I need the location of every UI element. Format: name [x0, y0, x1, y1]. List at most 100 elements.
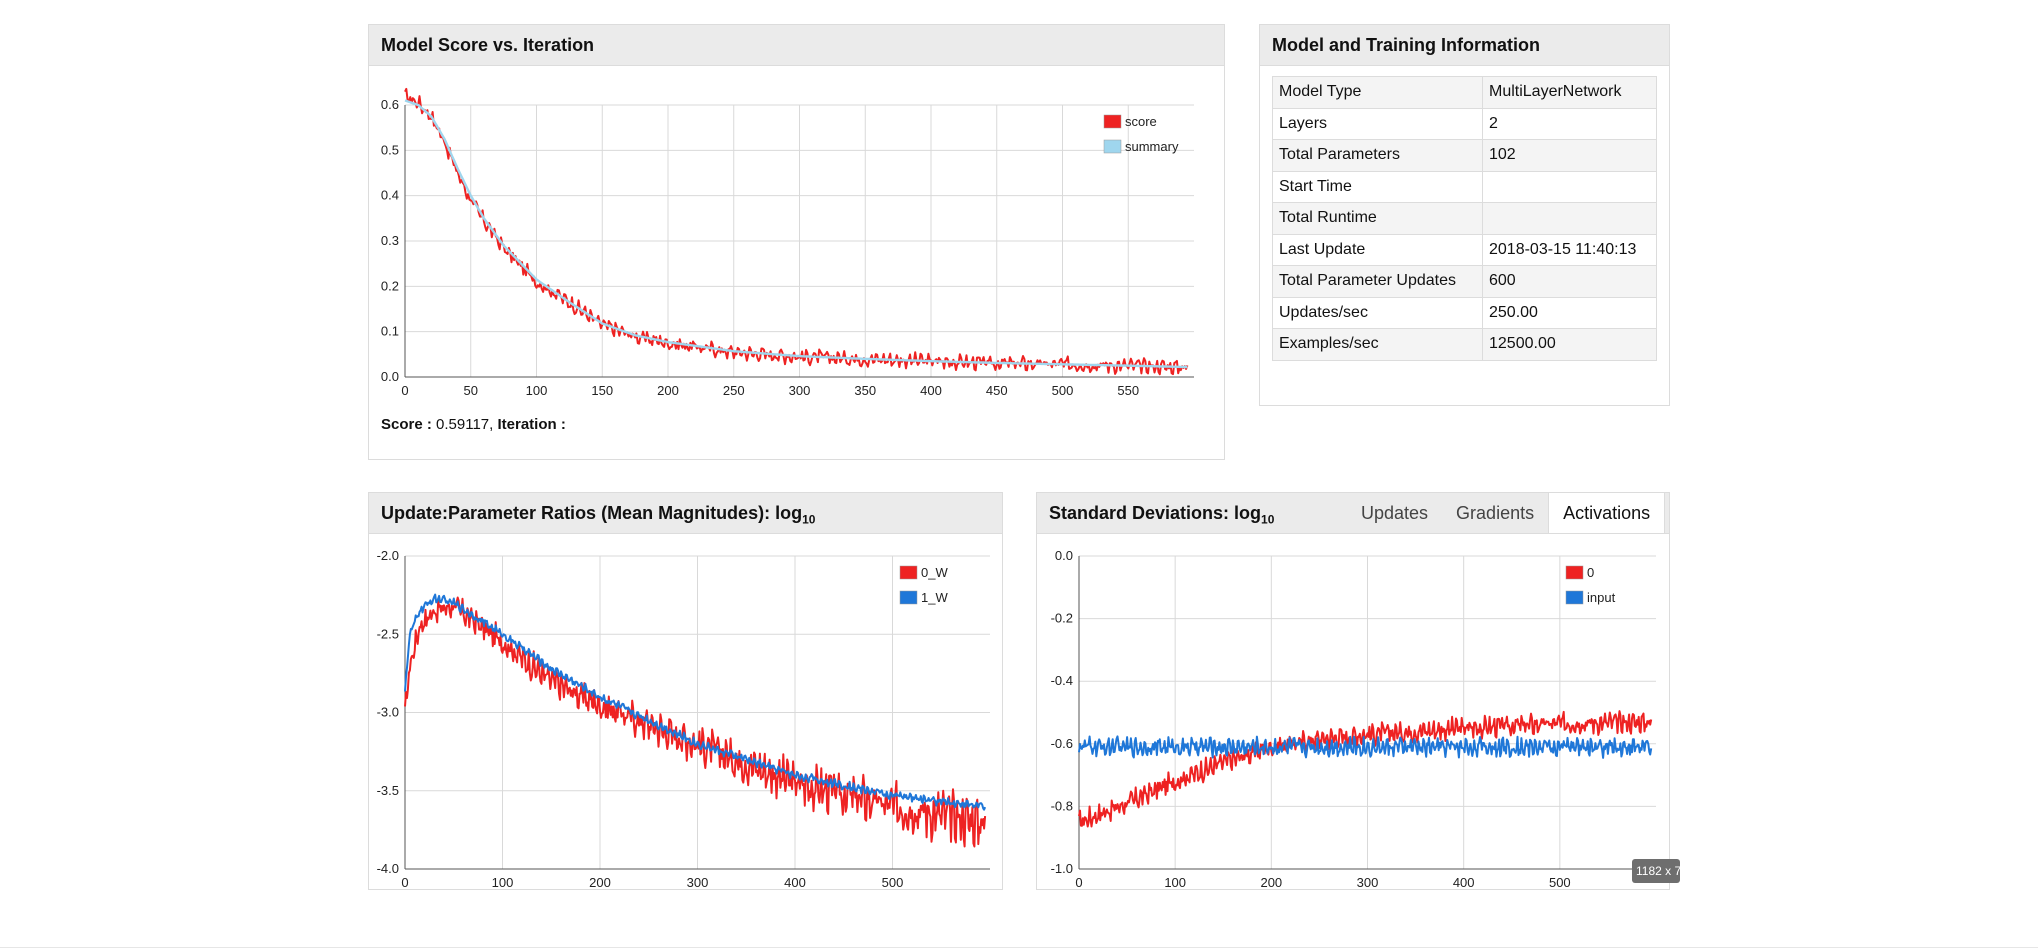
x-tick-label: 400 [920, 383, 942, 398]
size-badge: 1182 x 7 [1632, 859, 1680, 883]
y-tick-label: 0.3 [381, 233, 399, 248]
info-value: 2 [1482, 107, 1657, 140]
x-tick-label: 100 [492, 875, 514, 890]
y-tick-label: 0.6 [381, 97, 399, 112]
info-key: Last Update [1272, 233, 1483, 266]
info-value: MultiLayerNetwork [1482, 76, 1657, 109]
score-panel-title: Model Score vs. Iteration [381, 35, 595, 55]
model-info-table: Model Type MultiLayerNetwork Layers 2 Tota… [1272, 76, 1657, 361]
y-tick-label: 0.2 [381, 278, 399, 293]
x-tick-label: 400 [784, 875, 806, 890]
series-line-input [1078, 735, 1653, 759]
ratio-title-subscript: 10 [802, 512, 816, 527]
info-key: Total Runtime [1272, 202, 1483, 235]
y-tick-label: 0.1 [381, 324, 399, 339]
legend-swatch [1565, 565, 1584, 580]
stdev-panel-header: Standard Deviations: log10 Updates Gradi… [1037, 493, 1669, 534]
stdev-title-subscript: 10 [1261, 512, 1275, 527]
x-tick-label: 0 [1075, 875, 1082, 890]
info-key: Updates/sec [1272, 296, 1483, 329]
y-tick-label: 0.0 [1055, 548, 1073, 563]
model-info-panel-title: Model and Training Information [1272, 35, 1540, 55]
x-tick-label: 400 [1453, 875, 1475, 890]
x-tick-label: 150 [591, 383, 613, 398]
iteration-label: Iteration : [497, 416, 566, 433]
legend-swatch [1103, 114, 1122, 129]
model-info-panel: Model and Training Information Model Typ… [1259, 24, 1670, 406]
table-row: Start Time [1272, 170, 1657, 203]
x-tick-label: 300 [789, 383, 811, 398]
y-tick-label: -0.6 [1051, 736, 1073, 751]
info-value: 2018-03-15 11:40:13 [1482, 233, 1657, 266]
stdev-chart[interactable]: 0 100 200 300 400 5000.0-0.2-0.4-0.6-0.8-1.00… [1037, 537, 1669, 890]
y-tick-label: -2.0 [377, 548, 399, 563]
stdev-tabs: Updates Gradients Activations [1347, 493, 1666, 533]
legend-label: 0 [1587, 565, 1594, 580]
table-row: Last Update 2018-03-15 11:40:13 [1272, 233, 1657, 266]
table-row: Layers 2 [1272, 107, 1657, 140]
x-tick-label: 0 [401, 383, 408, 398]
ratio-chart[interactable]: 0 100 200 300 400 500 -2.0 -2.5 -3.0 -3.5 -4.0 0_W 1… [369, 537, 1002, 890]
legend-label: summary [1125, 139, 1179, 154]
score-panel-header: Model Score vs. Iteration [369, 25, 1224, 66]
info-value [1482, 202, 1657, 235]
table-row: Model Type MultiLayerNetwork [1272, 76, 1657, 109]
x-tick-label: 50 [464, 383, 478, 398]
info-key: Layers [1272, 107, 1483, 140]
info-value: 102 [1482, 139, 1657, 172]
legend-label: 1_W [921, 590, 948, 605]
info-key: Examples/sec [1272, 328, 1483, 361]
ratio-title-text: Update:Parameter Ratios (Mean Magnitudes… [381, 503, 803, 523]
y-tick-label: -0.4 [1051, 673, 1073, 688]
ratio-panel-title: Update:Parameter Ratios (Mean Magnitudes… [381, 503, 815, 527]
x-tick-label: 500 [1052, 383, 1074, 398]
score-chart[interactable]: 0 50 100 150 200 250 300 350 400 450 500 550 0.0 0.1 0… [369, 69, 1224, 419]
legend-swatch [899, 565, 918, 580]
x-tick-label: 100 [1164, 875, 1186, 890]
y-tick-label: -1.0 [1051, 861, 1073, 876]
x-tick-label: 350 [854, 383, 876, 398]
tab-gradients[interactable]: Gradients [1456, 503, 1535, 523]
legend-label: 0_W [921, 565, 948, 580]
info-value: 600 [1482, 265, 1657, 298]
x-tick-label: 200 [1260, 875, 1282, 890]
tab-activations[interactable]: Activations [1548, 493, 1666, 533]
info-value: 250.00 [1482, 296, 1657, 329]
ratio-panel: Update:Parameter Ratios (Mean Magnitudes… [368, 492, 1003, 890]
series-line-0_W [404, 596, 987, 848]
score-label: Score : [381, 416, 432, 433]
legend-swatch [1565, 590, 1584, 605]
info-value [1482, 170, 1657, 203]
series-line-summary [404, 99, 1188, 369]
score-status-line: Score : 0.59117, Iteration : [381, 416, 566, 433]
x-tick-label: 250 [723, 383, 745, 398]
y-tick-label: -0.8 [1051, 798, 1073, 813]
table-row: Updates/sec 250.00 [1272, 296, 1657, 329]
stdev-panel-title: Standard Deviations: log10 [1049, 503, 1274, 527]
table-row: Total Runtime [1272, 202, 1657, 235]
x-tick-label: 450 [986, 383, 1008, 398]
y-tick-label: -0.2 [1051, 611, 1073, 626]
x-tick-label: 100 [526, 383, 548, 398]
score-value: 0.59117, [431, 416, 498, 433]
tab-updates[interactable]: Updates [1361, 503, 1429, 523]
x-tick-label: 200 [657, 383, 679, 398]
series-line-1_W [404, 593, 987, 811]
x-tick-label: 300 [687, 875, 709, 890]
info-value: 12500.00 [1482, 328, 1657, 361]
y-tick-label: -2.5 [377, 626, 399, 641]
stdev-title-text: Standard Deviations: log [1049, 503, 1262, 523]
x-tick-label: 0 [401, 875, 408, 890]
legend-swatch [1103, 139, 1122, 154]
y-tick-label: 0.4 [381, 188, 399, 203]
info-key: Total Parameter Updates [1272, 265, 1483, 298]
table-row: Total Parameters 102 [1272, 139, 1657, 172]
x-tick-label: 500 [882, 875, 904, 890]
info-key: Start Time [1272, 170, 1483, 203]
model-info-panel-header: Model and Training Information [1260, 25, 1669, 66]
info-key: Model Type [1272, 76, 1483, 109]
x-tick-label: 550 [1117, 383, 1139, 398]
legend-label: score [1125, 114, 1157, 129]
x-tick-label: 200 [589, 875, 611, 890]
y-tick-label: -3.0 [377, 705, 399, 720]
